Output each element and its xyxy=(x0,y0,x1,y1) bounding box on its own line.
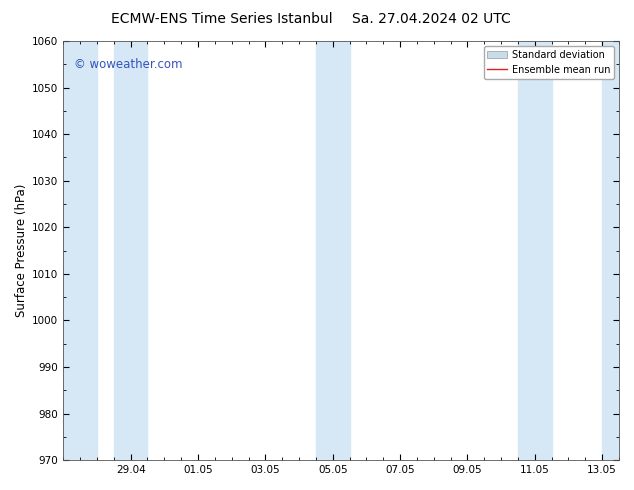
Text: © woweather.com: © woweather.com xyxy=(74,58,183,71)
Legend: Standard deviation, Ensemble mean run: Standard deviation, Ensemble mean run xyxy=(484,46,614,78)
Bar xyxy=(63,41,97,460)
Bar xyxy=(602,41,619,460)
Bar xyxy=(316,41,349,460)
Bar xyxy=(113,41,148,460)
Y-axis label: Surface Pressure (hPa): Surface Pressure (hPa) xyxy=(15,184,28,318)
Bar xyxy=(518,41,552,460)
Text: ECMW-ENS Time Series Istanbul: ECMW-ENS Time Series Istanbul xyxy=(111,12,333,26)
Text: Sa. 27.04.2024 02 UTC: Sa. 27.04.2024 02 UTC xyxy=(352,12,510,26)
